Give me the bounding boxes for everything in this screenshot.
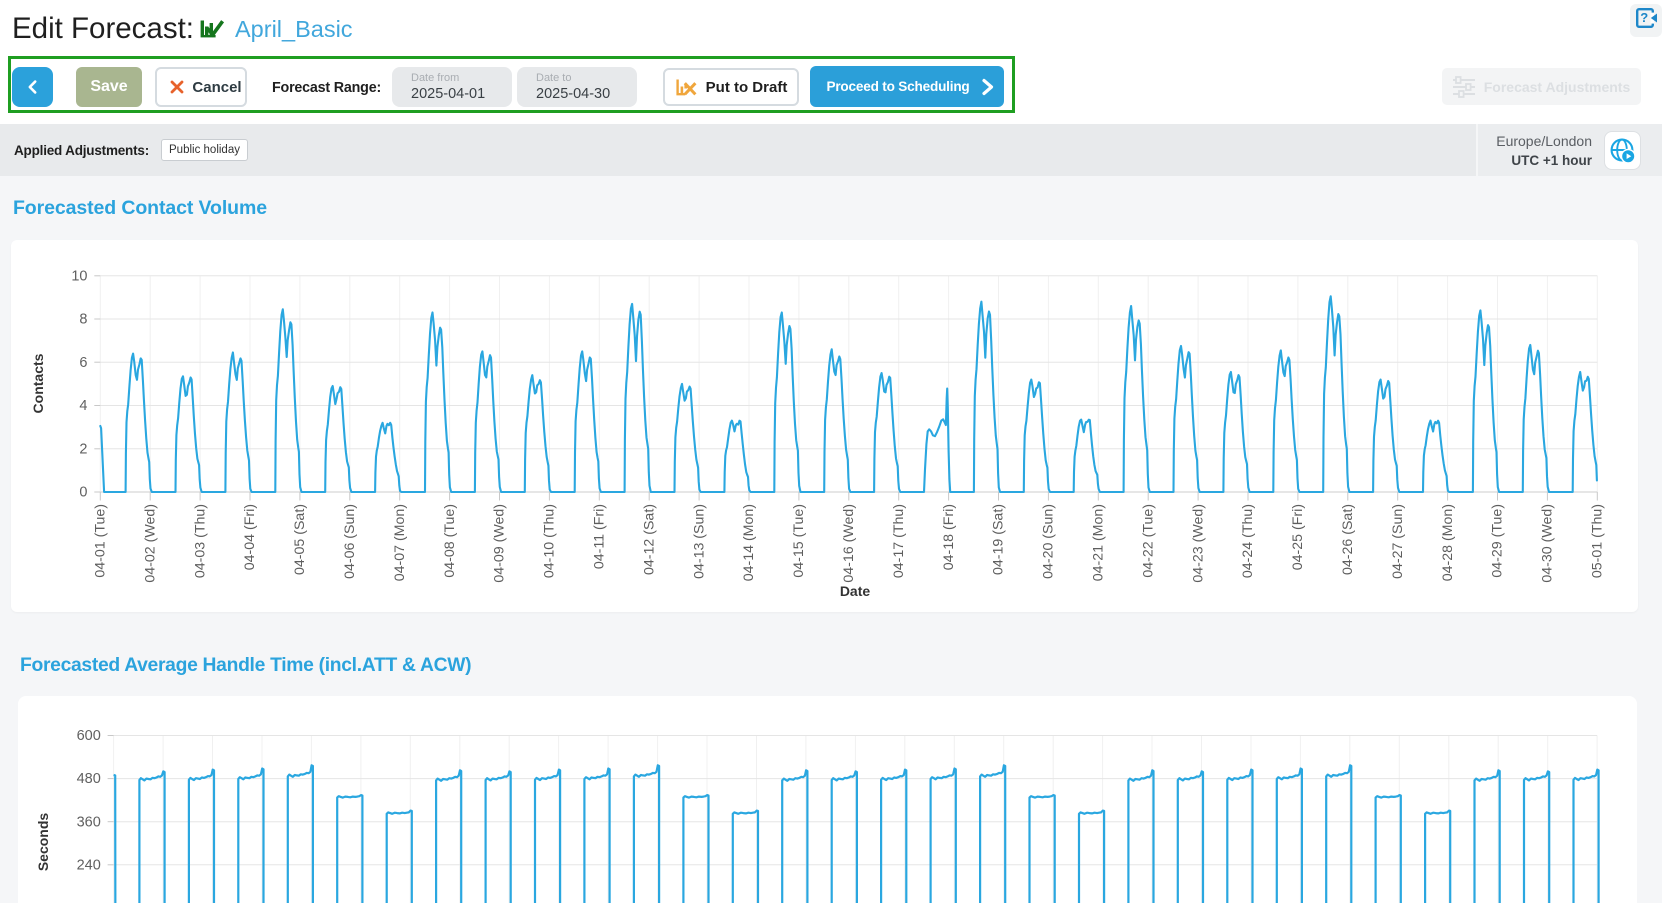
svg-text:10: 10 [71, 268, 87, 284]
svg-text:04-09 (Wed): 04-09 (Wed) [492, 504, 508, 583]
svg-text:2: 2 [79, 441, 87, 457]
svg-text:600: 600 [77, 728, 101, 744]
svg-text:04-05 (Sat): 04-05 (Sat) [292, 504, 308, 575]
svg-text:04-01 (Tue): 04-01 (Tue) [93, 504, 109, 578]
svg-text:Seconds: Seconds [35, 813, 51, 872]
svg-text:04-24 (Thu): 04-24 (Thu) [1240, 504, 1256, 578]
svg-text:0: 0 [79, 485, 87, 501]
svg-text:04-04 (Fri): 04-04 (Fri) [242, 504, 258, 570]
svg-text:8: 8 [79, 312, 87, 328]
svg-text:04-17 (Thu): 04-17 (Thu) [891, 504, 907, 578]
svg-text:04-15 (Tue): 04-15 (Tue) [791, 504, 807, 578]
svg-text:?: ? [1640, 10, 1648, 25]
svg-text:480: 480 [77, 771, 101, 787]
svg-text:04-14 (Mon): 04-14 (Mon) [741, 504, 757, 581]
svg-text:04-10 (Thu): 04-10 (Thu) [542, 504, 558, 578]
svg-text:04-26 (Sat): 04-26 (Sat) [1340, 504, 1356, 575]
svg-text:04-27 (Sun): 04-27 (Sun) [1390, 504, 1406, 579]
svg-text:04-20 (Sun): 04-20 (Sun) [1041, 504, 1057, 579]
svg-text:04-25 (Fri): 04-25 (Fri) [1290, 504, 1306, 570]
svg-text:04-07 (Mon): 04-07 (Mon) [392, 504, 408, 581]
svg-text:04-30 (Wed): 04-30 (Wed) [1540, 504, 1556, 583]
svg-text:04-06 (Sun): 04-06 (Sun) [342, 504, 358, 579]
svg-text:05-01 (Thu): 05-01 (Thu) [1590, 504, 1606, 578]
svg-text:240: 240 [77, 857, 101, 873]
svg-text:04-12 (Sat): 04-12 (Sat) [641, 504, 657, 575]
svg-text:04-21 (Mon): 04-21 (Mon) [1091, 504, 1107, 581]
svg-text:4: 4 [79, 398, 87, 414]
svg-text:04-08 (Tue): 04-08 (Tue) [442, 504, 458, 578]
svg-text:Date: Date [840, 583, 871, 599]
svg-text:04-18 (Fri): 04-18 (Fri) [941, 504, 957, 570]
svg-text:04-02 (Wed): 04-02 (Wed) [142, 504, 158, 583]
svg-text:360: 360 [77, 814, 101, 830]
svg-text:04-11 (Fri): 04-11 (Fri) [592, 504, 608, 569]
svg-text:Contacts: Contacts [30, 353, 46, 413]
svg-text:04-22 (Tue): 04-22 (Tue) [1140, 504, 1156, 578]
svg-text:04-16 (Wed): 04-16 (Wed) [841, 504, 857, 583]
svg-text:04-13 (Sun): 04-13 (Sun) [691, 504, 707, 579]
svg-text:04-29 (Tue): 04-29 (Tue) [1490, 504, 1506, 578]
svg-text:04-19 (Sat): 04-19 (Sat) [991, 504, 1007, 575]
svg-text:6: 6 [79, 355, 87, 371]
svg-text:04-03 (Thu): 04-03 (Thu) [192, 504, 208, 578]
svg-text:04-28 (Mon): 04-28 (Mon) [1440, 504, 1456, 581]
svg-text:04-23 (Wed): 04-23 (Wed) [1190, 504, 1206, 583]
